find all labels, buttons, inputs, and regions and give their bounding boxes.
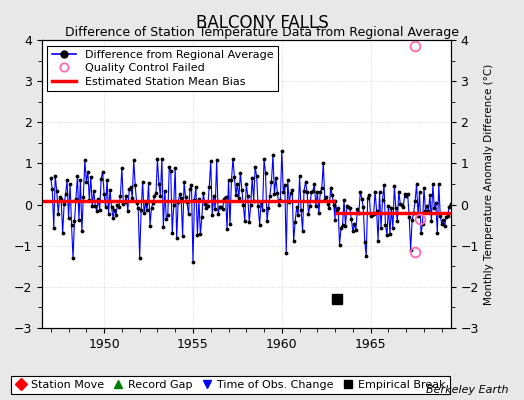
Legend: Station Move, Record Gap, Time of Obs. Change, Empirical Break: Station Move, Record Gap, Time of Obs. C… (11, 376, 450, 394)
Y-axis label: Monthly Temperature Anomaly Difference (°C): Monthly Temperature Anomaly Difference (… (484, 63, 494, 305)
Text: BALCONY FALLS: BALCONY FALLS (195, 14, 329, 32)
Text: Difference of Station Temperature Data from Regional Average: Difference of Station Temperature Data f… (65, 26, 459, 39)
Text: Berkeley Earth: Berkeley Earth (426, 385, 508, 395)
